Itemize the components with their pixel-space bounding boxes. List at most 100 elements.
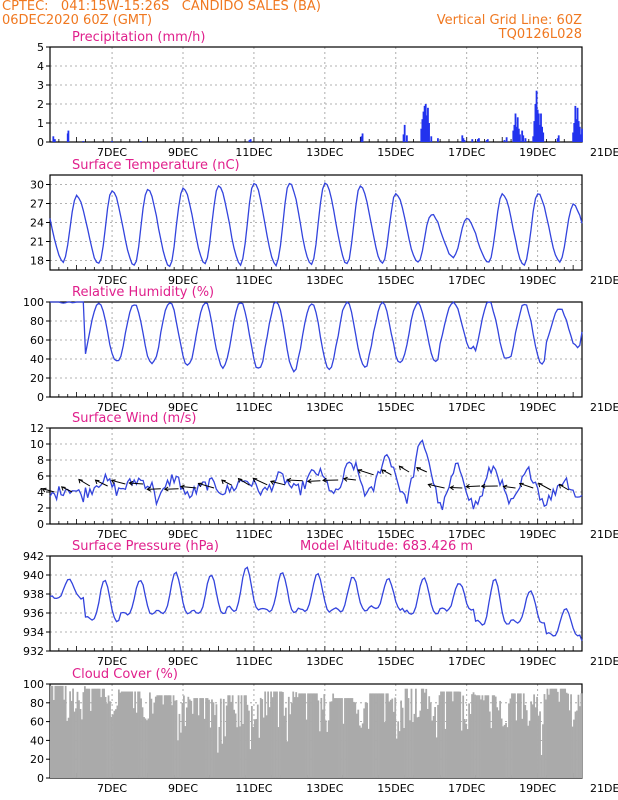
cloud-bar <box>258 737 261 778</box>
cloud-bar <box>518 693 521 778</box>
x-tick-label: 11DEC <box>235 274 272 287</box>
cloud-bar <box>110 716 113 778</box>
precip-bar <box>463 140 466 142</box>
cloud-bar <box>349 698 352 778</box>
wind-vector <box>307 480 321 482</box>
cloud-bar <box>73 711 76 778</box>
precip-bar <box>111 141 113 142</box>
precip-bar <box>572 132 575 142</box>
cloud-bar <box>543 694 546 778</box>
precip-bar <box>430 136 433 142</box>
cloud-bar <box>480 699 482 778</box>
precip-bar <box>519 134 521 142</box>
cloud-bar <box>203 718 206 778</box>
cloud-bar <box>372 693 374 778</box>
cloud-bar <box>502 726 504 778</box>
cloud-bar <box>344 698 346 778</box>
precip-bar <box>542 132 545 142</box>
cloud-bar <box>379 693 382 778</box>
precip-bar <box>139 141 142 142</box>
cloud-bar <box>212 702 215 778</box>
precip-bar <box>486 139 489 142</box>
cloud-bar <box>267 691 270 778</box>
precip-bar <box>532 136 535 142</box>
cloud-bar <box>564 688 567 778</box>
cloud-bar <box>310 693 312 778</box>
wind-arrowhead <box>381 469 387 474</box>
wind-vector <box>147 488 161 490</box>
cloud-bar <box>494 696 497 778</box>
cloud-bar <box>530 701 533 778</box>
cloud-bar <box>460 730 463 778</box>
cloud-bar <box>339 698 342 778</box>
cloud-bar <box>305 719 308 778</box>
cloud-bar <box>550 688 553 778</box>
cloud-bar <box>249 749 252 778</box>
precip-bar <box>581 128 583 142</box>
panel-pres: 932 934 936 938 940 942 7DEC 9DEC 11DEC 13DEC 15DE… <box>23 539 618 668</box>
cloud-bar <box>366 702 369 778</box>
x-tick-label: 9DEC <box>168 146 198 159</box>
precip-bar <box>503 140 506 142</box>
cloud-bar <box>197 715 200 778</box>
cloud-bar <box>78 700 80 778</box>
cloud-bar <box>134 691 137 778</box>
cloud-bar <box>412 722 414 778</box>
wind-vector <box>357 469 374 476</box>
panel-title: Cloud Cover (%) <box>72 667 178 682</box>
cloud-bar <box>440 691 442 778</box>
cloud-bar <box>395 738 398 778</box>
cloud-bar <box>426 708 429 778</box>
precip-bar <box>522 135 525 142</box>
cloud-bar <box>450 691 453 778</box>
cloud-bar <box>422 688 425 778</box>
cloud-bar <box>193 698 196 778</box>
precip-bar <box>53 139 56 142</box>
cloud-bar <box>555 688 558 778</box>
cloud-bar <box>522 693 525 778</box>
cloud-bar <box>539 711 541 778</box>
cloud-bar <box>116 705 119 778</box>
cloud-bar <box>284 707 287 778</box>
precip-bar <box>517 128 520 142</box>
cloud-bar <box>317 700 320 778</box>
cloud-bar <box>261 699 264 778</box>
wind-vector <box>343 478 356 481</box>
cloud-bar <box>265 715 268 778</box>
cloud-bar <box>239 726 241 778</box>
cloud-bar <box>131 691 134 778</box>
cloud-bar <box>516 693 519 778</box>
cloud-bar <box>329 701 332 778</box>
wind-vector <box>42 488 55 493</box>
cloud-bar <box>240 695 243 778</box>
wind-arrowhead <box>94 479 100 485</box>
cloud-bar <box>92 688 95 778</box>
y-tick-label: 20 <box>30 372 44 385</box>
cloud-bar <box>512 693 515 778</box>
cloud-bar <box>521 718 524 778</box>
cloud-bar <box>477 695 479 778</box>
cloud-bar <box>86 688 89 778</box>
cloud-bar <box>490 728 493 778</box>
cloud-bar <box>506 727 509 778</box>
cloud-bar <box>474 694 476 778</box>
precip-bar <box>524 138 527 142</box>
cloud-bar <box>83 686 86 778</box>
cloud-bar <box>236 727 238 778</box>
precip-bar <box>420 128 423 142</box>
y-tick-label: 2 <box>37 502 44 515</box>
cloud-bar <box>60 685 63 778</box>
cloud-bar <box>209 727 212 778</box>
x-tick-label: 13DEC <box>306 401 343 414</box>
cloud-bar <box>389 699 392 778</box>
y-tick-label: 40 <box>30 353 44 366</box>
cloud-bar <box>383 722 386 778</box>
precip-bar <box>573 123 576 142</box>
wind-vector <box>559 484 569 491</box>
cloud-bar <box>112 714 114 778</box>
wind-arrowhead <box>465 483 470 489</box>
y-tick-label: 80 <box>30 315 44 328</box>
